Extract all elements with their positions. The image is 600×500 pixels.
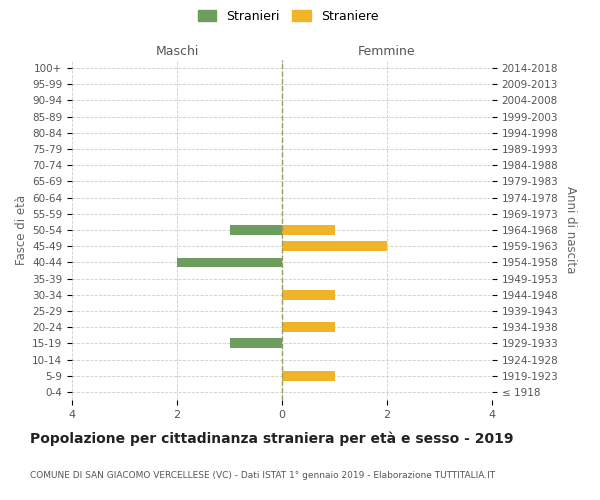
Text: Maschi: Maschi	[155, 44, 199, 58]
Bar	[229, 338, 282, 348]
Bar	[282, 225, 335, 235]
Bar	[282, 290, 335, 300]
Bar	[229, 225, 282, 235]
Bar	[177, 258, 282, 267]
Text: Popolazione per cittadinanza straniera per età e sesso - 2019: Popolazione per cittadinanza straniera p…	[30, 431, 514, 446]
Text: COMUNE DI SAN GIACOMO VERCELLESE (VC) - Dati ISTAT 1° gennaio 2019 - Elaborazion: COMUNE DI SAN GIACOMO VERCELLESE (VC) - …	[30, 470, 495, 480]
Legend: Stranieri, Straniere: Stranieri, Straniere	[194, 6, 382, 26]
Bar	[282, 322, 335, 332]
Bar	[282, 371, 335, 380]
Text: Femmine: Femmine	[358, 44, 416, 58]
Bar	[282, 242, 387, 251]
Y-axis label: Anni di nascita: Anni di nascita	[564, 186, 577, 274]
Y-axis label: Fasce di età: Fasce di età	[15, 195, 28, 265]
